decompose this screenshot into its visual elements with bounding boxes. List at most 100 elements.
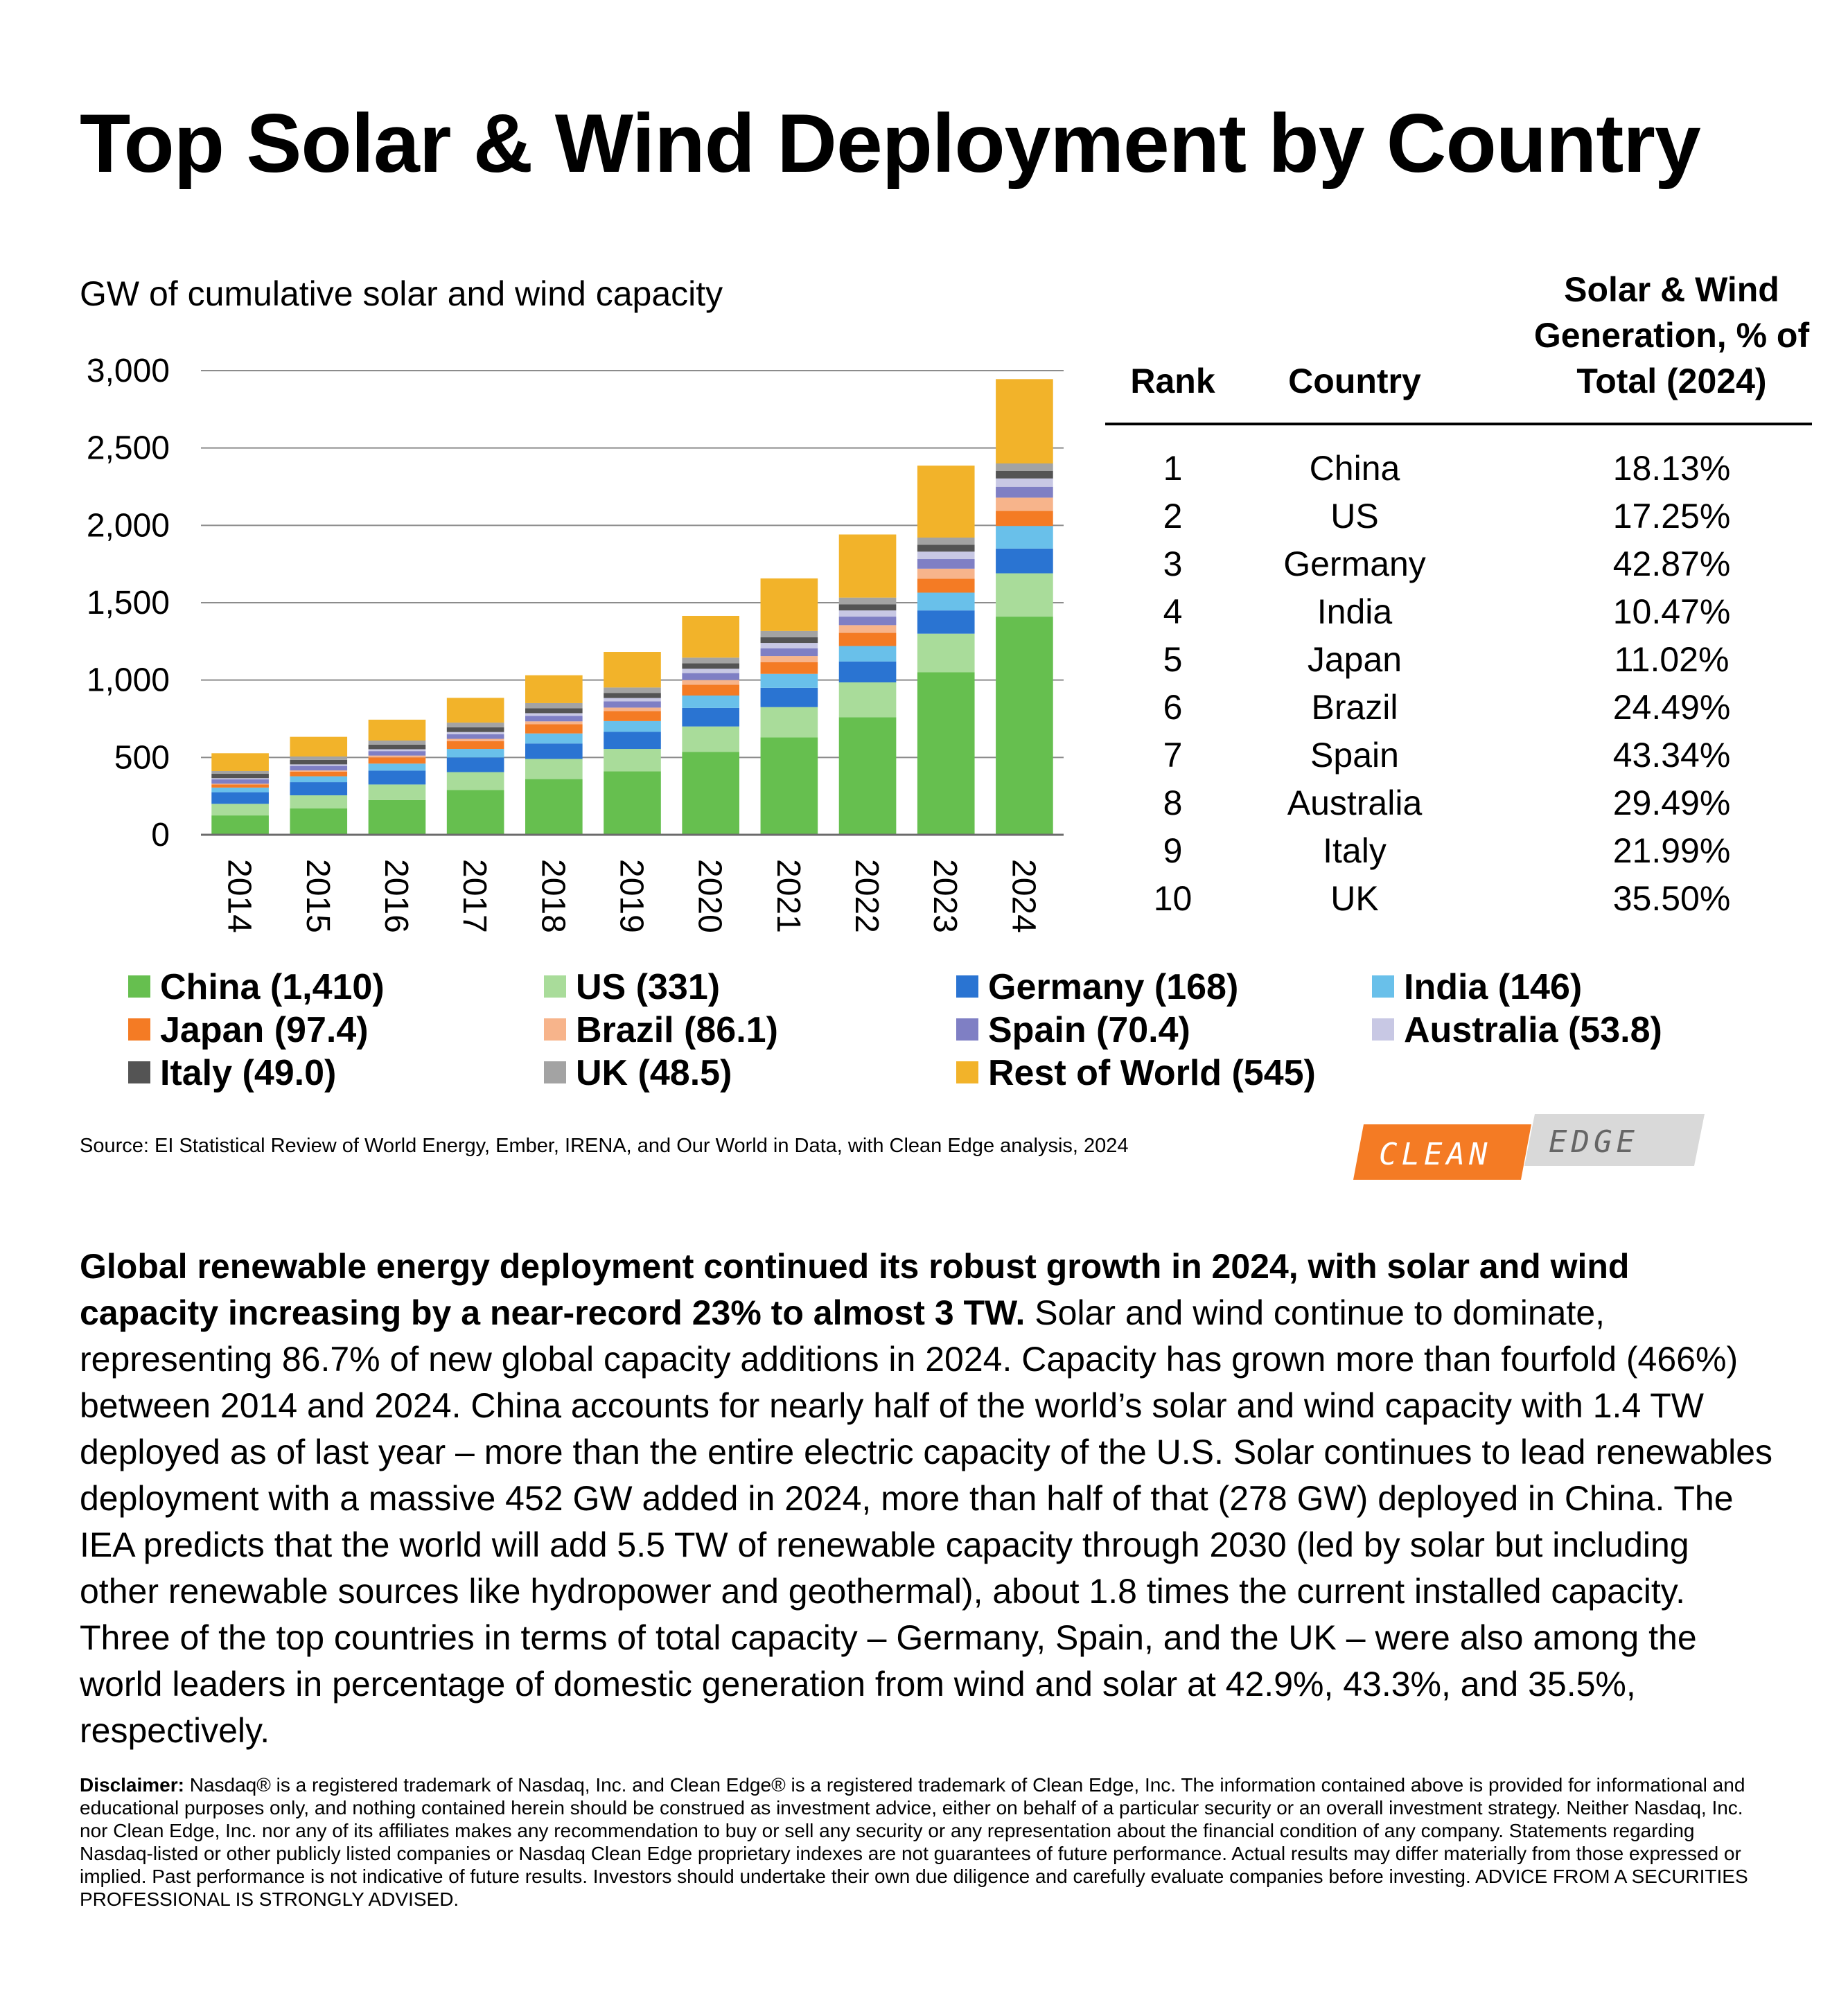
bar-segment xyxy=(760,578,818,631)
legend-swatch xyxy=(956,975,978,998)
clean-edge-logo: CLEAN EDGE xyxy=(1353,1114,1705,1180)
x-tick-label: 2024 xyxy=(1005,859,1041,933)
bar-segment xyxy=(525,675,583,703)
bar-segment xyxy=(838,682,897,718)
table-cell-country: Australia xyxy=(1287,784,1423,822)
bar-segment xyxy=(446,727,504,732)
bar-segment xyxy=(290,808,348,835)
table-row: 1 China 18.13% xyxy=(1105,448,1812,495)
table-cell-country: Japan xyxy=(1307,640,1402,679)
legend-item: UK (48.5) xyxy=(544,1052,732,1094)
bar-segment xyxy=(760,707,818,738)
x-tick-label: 2014 xyxy=(221,859,258,933)
bar-segment xyxy=(211,779,269,784)
legend-item: Germany (168) xyxy=(956,966,1238,1008)
table-cell-rank: 2 xyxy=(1163,497,1183,536)
table-cell-rank: 8 xyxy=(1163,784,1183,822)
bar-segment xyxy=(290,756,348,760)
x-tick-label: 2019 xyxy=(613,859,650,933)
x-tick-label: 2023 xyxy=(926,859,963,933)
bar-segment xyxy=(525,759,583,779)
bar-segment xyxy=(604,711,661,721)
table-cell-rank: 1 xyxy=(1163,449,1183,488)
table-header-pct-line2: Generation, % of xyxy=(1533,316,1810,355)
table-cell-pct: 10.47% xyxy=(1612,592,1731,631)
legend-label: Rest of World (545) xyxy=(988,1053,1316,1093)
table-cell-pct: 18.13% xyxy=(1612,449,1731,488)
y-tick-label: 2,000 xyxy=(87,507,170,544)
bar-segment xyxy=(682,726,739,752)
bar-segment xyxy=(604,652,661,688)
bar-segment xyxy=(446,757,504,772)
chart-subtitle: GW of cumulative solar and wind capacity xyxy=(80,274,723,313)
legend-swatch xyxy=(1372,975,1394,998)
table-cell-country: India xyxy=(1317,592,1393,631)
bar-segment xyxy=(604,701,661,708)
legend-swatch xyxy=(956,1061,978,1084)
bar-segment xyxy=(917,551,975,560)
table-cell-rank: 9 xyxy=(1163,831,1183,870)
y-tick-label: 1,500 xyxy=(87,585,170,621)
legend-item: India (146) xyxy=(1372,966,1582,1008)
bar-segment xyxy=(760,637,818,644)
table-cell-rank: 7 xyxy=(1163,736,1183,775)
table-row: 8 Australia 29.49% xyxy=(1105,783,1812,830)
chart-legend: China (1,410) US (331) Germany (168) India … xyxy=(128,966,1722,1105)
bar-segment xyxy=(368,719,426,741)
bar-segment xyxy=(211,778,269,780)
bar-segment xyxy=(996,463,1053,471)
table-row: 10 UK 35.50% xyxy=(1105,878,1812,926)
logo-gray-band xyxy=(1524,1114,1705,1166)
bar-segment xyxy=(760,630,818,637)
y-tick-label: 500 xyxy=(114,739,170,776)
bar-segment xyxy=(682,615,739,658)
bar-segment xyxy=(917,578,975,593)
y-tick-label: 3,000 xyxy=(87,353,170,389)
bar-segment xyxy=(446,723,504,727)
bar-segment xyxy=(211,770,269,775)
bar-segment xyxy=(760,687,818,707)
bar-segment xyxy=(368,744,426,750)
bar-segment xyxy=(604,732,661,750)
bar-segment xyxy=(525,716,583,722)
table-row: 7 Spain 43.34% xyxy=(1105,735,1812,782)
bar-segment xyxy=(917,610,975,634)
bar-segment xyxy=(368,784,426,800)
legend-swatch xyxy=(544,1061,566,1084)
source-note: Source: EI Statistical Review of World E… xyxy=(80,1135,1129,1157)
bar-segment xyxy=(290,764,348,766)
table-cell-rank: 3 xyxy=(1163,545,1183,583)
legend-label: UK (48.5) xyxy=(576,1053,732,1093)
bar-segment xyxy=(446,738,504,741)
x-tick-label: 2018 xyxy=(534,859,571,933)
bar-segment xyxy=(368,751,426,756)
bar-segment xyxy=(446,732,504,734)
bar-segment xyxy=(525,721,583,725)
bar-segment xyxy=(368,770,426,785)
logo-word-edge: EDGE xyxy=(1549,1124,1639,1160)
bar-segment xyxy=(525,708,583,714)
bar-segment xyxy=(525,743,583,759)
bar-segment xyxy=(682,752,739,835)
logo-word-clean: CLEAN xyxy=(1379,1137,1491,1172)
bar-segment xyxy=(211,792,269,804)
y-tick-label: 2,500 xyxy=(87,430,170,467)
x-tick-label: 2016 xyxy=(378,859,414,933)
legend-swatch xyxy=(544,1018,566,1041)
x-tick-label: 2015 xyxy=(299,859,336,933)
table-cell-country: US xyxy=(1330,497,1379,536)
table-row: 2 US 17.25% xyxy=(1105,496,1812,543)
bar-segment xyxy=(525,724,583,734)
summary-body: Solar and wind continue to dominate, rep… xyxy=(80,1293,1773,1750)
bar-segment xyxy=(446,698,504,723)
bar-segment xyxy=(211,787,269,793)
legend-item: Australia (53.8) xyxy=(1372,1009,1662,1051)
legend-label: Brazil (86.1) xyxy=(576,1010,778,1050)
legend-label: China (1,410) xyxy=(160,967,385,1007)
table-row: 4 India 10.47% xyxy=(1105,592,1812,639)
bar-segment xyxy=(290,759,348,765)
table-cell-rank: 5 xyxy=(1163,640,1183,679)
bar-segment xyxy=(446,772,504,790)
bar-segment xyxy=(682,669,739,673)
bar-segment xyxy=(604,687,661,693)
